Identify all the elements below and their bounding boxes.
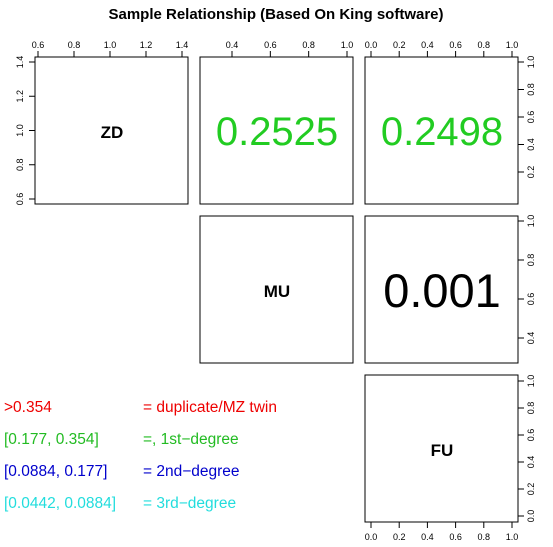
panel-fu-diagonal: [364, 374, 519, 523]
kinship-value-mu-fu: 0.001: [383, 264, 501, 317]
sample-label-fu: FU: [431, 441, 454, 460]
bottom-axis-fu-3-label: 0.6: [449, 532, 462, 542]
right-axis-row3-0-label: 0.0: [526, 510, 536, 523]
kinship-value-zd-fu: 0.2498: [381, 110, 503, 154]
legend-meaning-2nd-degree: = 2nd−degree: [143, 463, 240, 480]
left-axis-zd-4-label: 1.4: [15, 56, 25, 69]
left-axis-zd-3-label: 1.2: [15, 90, 25, 103]
right-axis-row1-0-label: 0.2: [526, 166, 536, 179]
left-axis-zd-1-label: 0.8: [15, 158, 25, 171]
panel-mu-diagonal: [199, 215, 354, 364]
panel-zd-fu: [364, 56, 519, 205]
legend-range-duplicate: >0.354: [4, 399, 52, 416]
top-axis-fu-5-label: 1.0: [506, 40, 519, 50]
right-axis-row3-3-label: 0.6: [526, 429, 536, 442]
right-axis-row1-3-label: 0.8: [526, 83, 536, 96]
bottom-axis-fu-5-label: 1.0: [506, 532, 519, 542]
top-axis-mu-3-label: 1.0: [341, 40, 354, 50]
left-axis-zd-2-label: 1.0: [15, 124, 25, 137]
right-axis-row1-1-label: 0.4: [526, 138, 536, 151]
bottom-axis-fu-0-label: 0.0: [365, 532, 378, 542]
top-axis-fu-1-label: 0.2: [393, 40, 406, 50]
right-axis-row2-0-label: 0.4: [526, 332, 536, 345]
right-axis-row3-5-label: 1.0: [526, 375, 536, 388]
top-axis-zd-0-label: 0.6: [32, 40, 45, 50]
legend: >0.354 = duplicate/MZ twin [0.177, 0.354…: [4, 399, 277, 512]
top-axis-zd-1-label: 0.8: [68, 40, 81, 50]
kinship-value-zd-mu: 0.2525: [216, 110, 338, 154]
top-axis-zd-4-label: 1.4: [176, 40, 189, 50]
top-axis-fu-4-label: 0.8: [478, 40, 491, 50]
panel-mu-fu: [364, 215, 519, 364]
top-axis-fu-0-label: 0.0: [365, 40, 378, 50]
legend-range-3rd-degree: [0.0442, 0.0884]: [4, 495, 116, 512]
top-axis-fu-2-label: 0.4: [421, 40, 434, 50]
sample-label-mu: MU: [264, 282, 290, 301]
right-axis-row2-1-label: 0.6: [526, 293, 536, 306]
right-axis-row3-4-label: 0.8: [526, 402, 536, 415]
legend-range-1st-degree: [0.177, 0.354]: [4, 431, 99, 448]
right-axis-row2-2-label: 0.8: [526, 254, 536, 267]
top-axis-mu-1-label: 0.6: [264, 40, 277, 50]
bottom-axis-fu-2-label: 0.4: [421, 532, 434, 542]
bottom-axis-fu-4-label: 0.8: [478, 532, 491, 542]
right-axis-row2-3-label: 1.0: [526, 215, 536, 228]
legend-range-2nd-degree: [0.0884, 0.177]: [4, 463, 107, 480]
right-axis-row3-2-label: 0.4: [526, 456, 536, 469]
left-axis-zd-0-label: 0.6: [15, 193, 25, 206]
axis-ticks: 0.6 0.8 1.0 1.2 1.4 0.4 0.6 0.8 1.0 0.0 0.2 0.4 0.6 0…: [15, 40, 536, 542]
top-axis-fu-3-label: 0.6: [449, 40, 462, 50]
panel-zd-mu: [199, 56, 354, 205]
top-axis-zd-3-label: 1.2: [140, 40, 153, 50]
right-axis-row1-2-label: 0.6: [526, 111, 536, 124]
chart-title: Sample Relationship (Based On King softw…: [108, 6, 443, 23]
top-axis-mu-2-label: 0.8: [302, 40, 315, 50]
right-axis-row3-1-label: 0.2: [526, 483, 536, 496]
legend-meaning-duplicate: = duplicate/MZ twin: [143, 399, 277, 416]
legend-meaning-1st-degree: =, 1st−degree: [143, 431, 239, 448]
bottom-axis-fu-1-label: 0.2: [393, 532, 406, 542]
legend-meaning-3rd-degree: = 3rd−degree: [143, 495, 236, 512]
top-axis-zd-2-label: 1.0: [104, 40, 117, 50]
right-axis-row1-4-label: 1.0: [526, 56, 536, 69]
top-axis-mu-0-label: 0.4: [226, 40, 239, 50]
sample-label-zd: ZD: [101, 123, 124, 142]
